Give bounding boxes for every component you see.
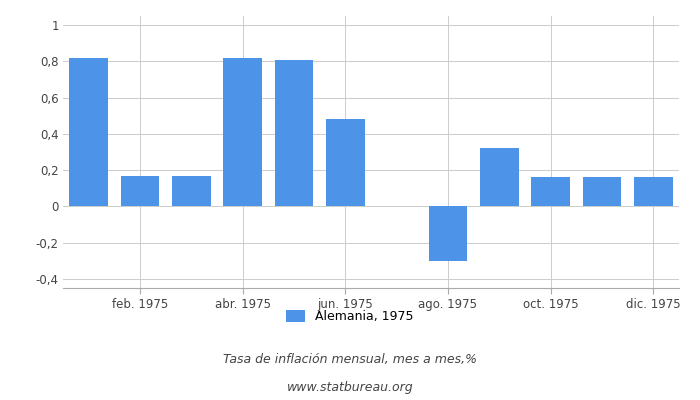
Text: Tasa de inflación mensual, mes a mes,%: Tasa de inflación mensual, mes a mes,% (223, 354, 477, 366)
Bar (120, 176, 160, 206)
Bar (69, 58, 108, 206)
Bar (172, 176, 211, 206)
Bar (634, 177, 673, 206)
Bar (326, 119, 365, 206)
Bar (428, 206, 468, 261)
Legend: Alemania, 1975: Alemania, 1975 (286, 310, 414, 323)
Bar (274, 60, 314, 206)
Text: www.statbureau.org: www.statbureau.org (287, 382, 413, 394)
Bar (582, 177, 622, 206)
Bar (531, 177, 570, 206)
Bar (223, 58, 262, 206)
Bar (480, 148, 519, 206)
